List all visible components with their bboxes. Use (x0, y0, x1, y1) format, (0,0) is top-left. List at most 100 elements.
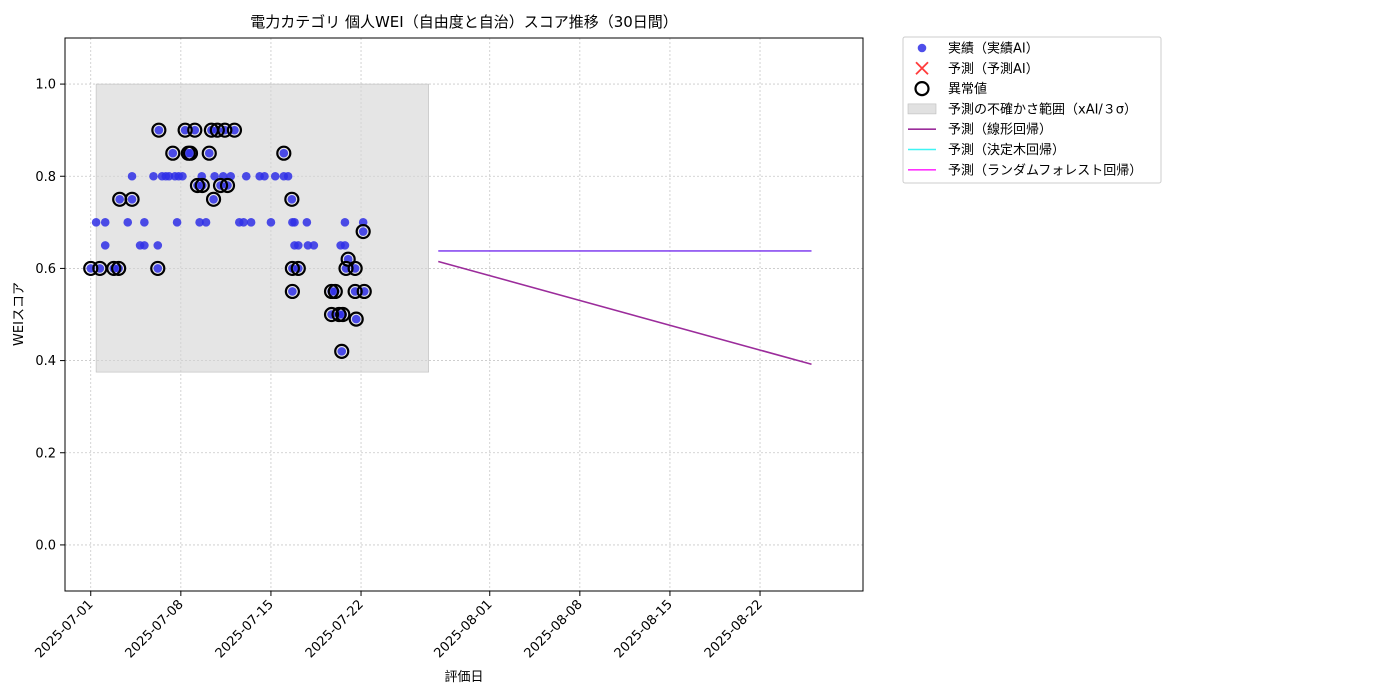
actual-point (260, 171, 269, 181)
anomaly-point (201, 145, 217, 161)
actual-point (303, 241, 313, 250)
anomaly-point (276, 145, 292, 161)
anomaly-point (209, 122, 225, 138)
anomaly-point (150, 260, 166, 277)
legend-label-actual: 実績（実績AI） (948, 41, 1039, 57)
anomaly-point (111, 260, 127, 277)
anomaly-point (335, 306, 351, 323)
legend-label-uncertainty: 予測の不確かさ範囲（xAI/３σ） (948, 101, 1137, 117)
actual-point (190, 125, 200, 135)
actual-point (140, 241, 149, 250)
y-axis: 0.0 0.2 0.4 0.6 0.8 1.0 (35, 78, 65, 553)
anomaly-point (356, 283, 372, 300)
actual-point (186, 148, 195, 158)
y-tick-label: 0.2 (35, 446, 56, 461)
actual-point (172, 218, 182, 227)
anomaly-point (217, 122, 233, 138)
anomaly-point (355, 223, 371, 240)
actual-point (210, 171, 219, 181)
legend-marker-anomaly (914, 80, 930, 97)
actual-point (115, 194, 125, 204)
actual-point (239, 218, 248, 227)
actual-point (100, 241, 110, 250)
anomaly-point (334, 343, 350, 359)
y-tick-label: 0.4 (35, 354, 56, 369)
anomaly-point (323, 306, 340, 323)
actual-point (153, 241, 163, 250)
y-axis-title: WEIスコア (12, 282, 27, 346)
anomaly-point (347, 260, 363, 277)
actual-point (246, 218, 256, 227)
plot-area (64, 37, 864, 592)
y-tick-label: 0.0 (35, 538, 56, 553)
actual-point (140, 218, 149, 227)
actual-point (241, 171, 251, 181)
actual-point (153, 264, 163, 273)
actual-point (340, 218, 350, 227)
legend-label-predicted_ai: 予測（予測AI） (948, 62, 1039, 77)
anomaly-point (205, 191, 222, 207)
anomaly-point (284, 283, 300, 300)
actual-point (204, 148, 214, 158)
anomaly-point (348, 311, 364, 327)
actual-point (230, 125, 239, 135)
anomaly-point (212, 177, 229, 194)
actual-point (168, 148, 178, 158)
anomaly-point (182, 145, 199, 161)
anomaly-point (177, 122, 193, 138)
actual-point (100, 218, 110, 227)
legend-frame (902, 36, 1162, 184)
anomaly-point (284, 260, 300, 277)
anomaly-point (226, 122, 243, 138)
legend-label-anomaly: 異常値 (948, 81, 987, 97)
y-tick-label: 1.0 (35, 78, 56, 93)
anomaly-point (290, 260, 306, 277)
anomaly-point (165, 145, 181, 161)
legend-label-tree: 予測（決定木回帰） (948, 142, 1065, 158)
anomaly-point (151, 122, 167, 138)
anomaly-point (338, 260, 354, 277)
actual-point (149, 171, 158, 181)
y-tick-label: 0.6 (35, 262, 56, 277)
legend-marker-actual (917, 43, 927, 53)
anomaly-point (187, 122, 203, 138)
y-tick-label: 0.8 (35, 170, 56, 185)
actual-point (266, 218, 276, 227)
actual-point (302, 218, 312, 227)
plot-frame (64, 37, 864, 592)
legend-marker-uncertainty (907, 103, 937, 115)
anomaly-point (124, 191, 140, 207)
actual-point (178, 171, 187, 181)
legend-label-forest: 予測（ランダムフォレスト回帰） (948, 162, 1142, 178)
actual-point (337, 347, 347, 356)
prediction-lines-layer (438, 250, 812, 366)
actual-point (309, 241, 319, 250)
actual-point (351, 314, 361, 324)
actual-point (154, 125, 164, 135)
actual-point (358, 227, 368, 236)
anomaly-point (83, 260, 99, 277)
actual-point (91, 218, 101, 227)
anomaly-point (284, 191, 300, 207)
anomaly-point (194, 177, 210, 194)
prediction-line-linear (438, 260, 812, 366)
anomaly-points-layer (83, 122, 372, 359)
legend-marker-predicted-ai (915, 61, 929, 75)
uncertainty-band (95, 83, 429, 373)
actual-point (288, 287, 297, 296)
legend-label-linear: 予測（線形回帰） (948, 122, 1052, 138)
actual-point (340, 241, 350, 250)
actual-point (127, 171, 137, 181)
actual-point (180, 125, 190, 135)
actual-point (209, 194, 218, 204)
actual-point (201, 218, 211, 227)
anomaly-point (189, 177, 206, 194)
chart-title: 電力カテゴリ 個人WEI（自由度と自治）スコア推移（30日間） (250, 13, 678, 31)
anomaly-point (106, 260, 122, 277)
actual-point (283, 171, 293, 181)
actual-point (287, 194, 297, 204)
x-axis-title: 評価日 (444, 670, 483, 685)
actual-point (164, 171, 174, 181)
